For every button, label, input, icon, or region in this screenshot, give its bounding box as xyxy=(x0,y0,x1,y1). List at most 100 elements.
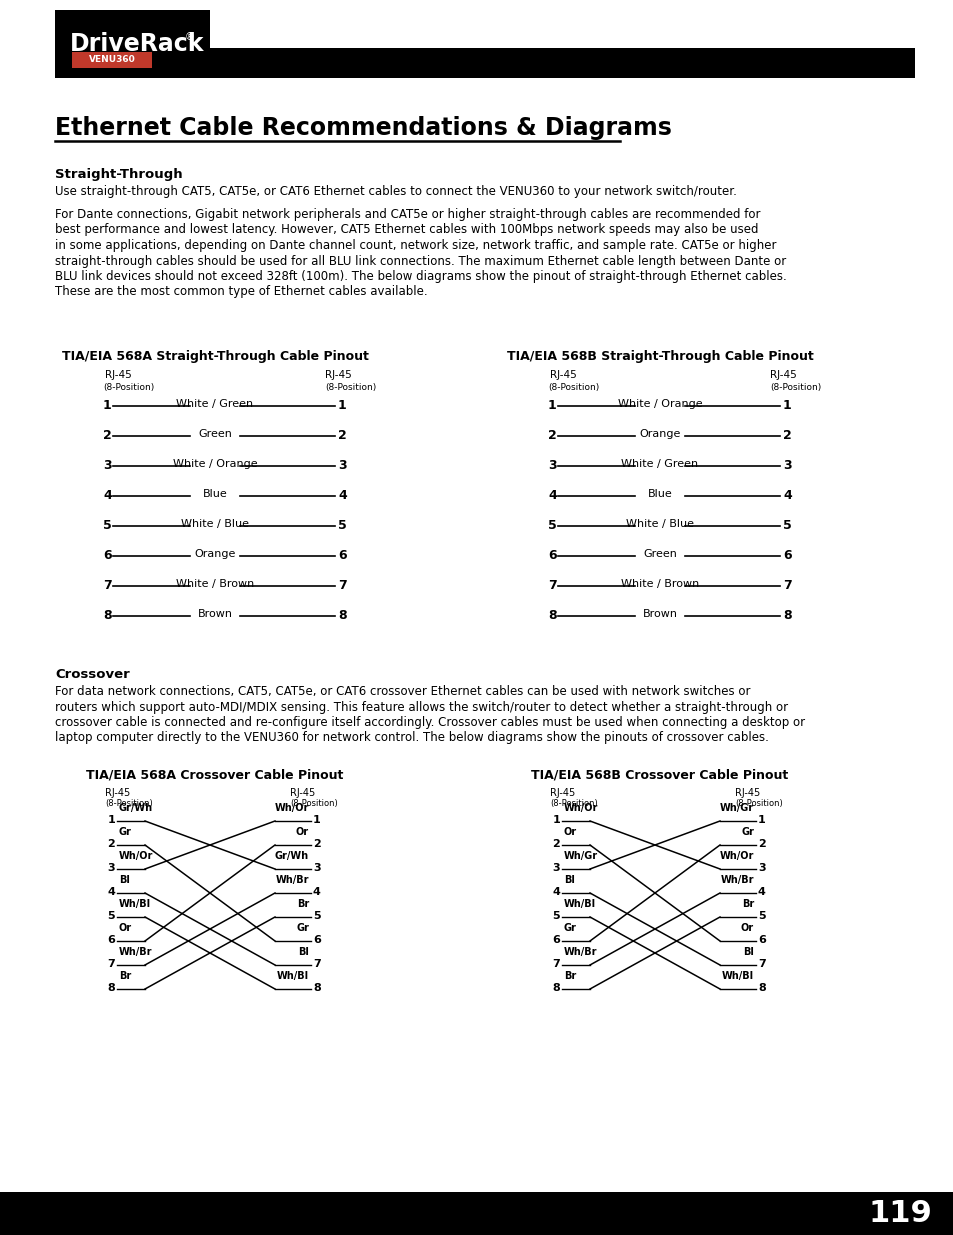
Text: Bl: Bl xyxy=(563,876,575,885)
Text: 8: 8 xyxy=(547,609,556,622)
Text: These are the most common type of Ethernet cables available.: These are the most common type of Ethern… xyxy=(55,285,427,299)
Text: White / Green: White / Green xyxy=(176,399,253,409)
Text: 1: 1 xyxy=(337,399,346,412)
Text: Br: Br xyxy=(119,971,132,981)
Text: (8-Position): (8-Position) xyxy=(734,799,781,808)
Text: TIA/EIA 568B Crossover Cable Pinout: TIA/EIA 568B Crossover Cable Pinout xyxy=(531,768,788,781)
Text: Ethernet Cable Recommendations & Diagrams: Ethernet Cable Recommendations & Diagram… xyxy=(55,116,671,140)
Text: RJ-45: RJ-45 xyxy=(325,370,352,380)
Text: (8-Position): (8-Position) xyxy=(290,799,337,808)
Text: 1: 1 xyxy=(547,399,557,412)
Text: 3: 3 xyxy=(337,459,346,472)
Text: Wh/Or: Wh/Or xyxy=(274,803,309,813)
Text: Bl: Bl xyxy=(742,947,753,957)
Text: Wh/Bl: Wh/Bl xyxy=(721,971,753,981)
Text: Green: Green xyxy=(198,429,232,438)
Text: 8: 8 xyxy=(552,983,559,993)
Text: 7: 7 xyxy=(103,579,112,592)
Text: TIA/EIA 568A Straight-Through Cable Pinout: TIA/EIA 568A Straight-Through Cable Pino… xyxy=(62,350,368,363)
Text: 6: 6 xyxy=(313,935,320,945)
Bar xyxy=(71,52,152,68)
Text: 4: 4 xyxy=(758,887,765,897)
Text: 8: 8 xyxy=(313,983,320,993)
Text: 6: 6 xyxy=(103,550,112,562)
Text: Wh/Or: Wh/Or xyxy=(719,851,753,861)
Bar xyxy=(55,48,914,78)
Text: White / Orange: White / Orange xyxy=(617,399,701,409)
Text: Wh/Or: Wh/Or xyxy=(119,851,153,861)
Text: Gr/Wh: Gr/Wh xyxy=(274,851,309,861)
Text: BLU link devices should not exceed 328ft (100m). The below diagrams show the pin: BLU link devices should not exceed 328ft… xyxy=(55,270,786,283)
Text: White / Brown: White / Brown xyxy=(620,579,699,589)
Bar xyxy=(0,1192,953,1235)
Text: 4: 4 xyxy=(547,489,557,501)
Text: Or: Or xyxy=(563,827,577,837)
Text: (8-Position): (8-Position) xyxy=(769,383,821,391)
Text: 1: 1 xyxy=(103,399,112,412)
Text: 6: 6 xyxy=(782,550,791,562)
Text: 7: 7 xyxy=(107,960,115,969)
Text: Use straight-through CAT5, CAT5e, or CAT6 Ethernet cables to connect the VENU360: Use straight-through CAT5, CAT5e, or CAT… xyxy=(55,185,736,198)
Text: 5: 5 xyxy=(103,519,112,532)
Text: Wh/Br: Wh/Br xyxy=(563,947,597,957)
Text: RJ-45: RJ-45 xyxy=(734,788,760,798)
Text: White / Brown: White / Brown xyxy=(175,579,253,589)
Text: Wh/Br: Wh/Br xyxy=(275,876,309,885)
Text: 4: 4 xyxy=(103,489,112,501)
Text: White / Orange: White / Orange xyxy=(172,459,257,469)
Text: 3: 3 xyxy=(313,863,320,873)
Text: 3: 3 xyxy=(782,459,791,472)
Text: 3: 3 xyxy=(758,863,765,873)
Text: (8-Position): (8-Position) xyxy=(547,383,598,391)
Text: 7: 7 xyxy=(782,579,791,592)
Text: Bl: Bl xyxy=(119,876,130,885)
Text: (8-Position): (8-Position) xyxy=(325,383,375,391)
Text: Orange: Orange xyxy=(194,550,235,559)
Text: White / Blue: White / Blue xyxy=(181,519,249,529)
Text: Wh/Br: Wh/Br xyxy=(119,947,152,957)
Text: 7: 7 xyxy=(758,960,765,969)
Text: Or: Or xyxy=(295,827,309,837)
Text: 6: 6 xyxy=(758,935,765,945)
Text: 2: 2 xyxy=(107,839,115,848)
Text: Blue: Blue xyxy=(202,489,227,499)
Text: Gr: Gr xyxy=(563,923,577,932)
Text: 4: 4 xyxy=(552,887,559,897)
Text: crossover cable is connected and re-configure itself accordingly. Crossover cabl: crossover cable is connected and re-conf… xyxy=(55,716,804,729)
Text: Gr: Gr xyxy=(295,923,309,932)
Text: TIA/EIA 568A Crossover Cable Pinout: TIA/EIA 568A Crossover Cable Pinout xyxy=(86,768,343,781)
Text: routers which support auto-MDI/MDIX sensing. This feature allows the switch/rout: routers which support auto-MDI/MDIX sens… xyxy=(55,700,787,714)
Text: 2: 2 xyxy=(547,429,557,442)
Text: 5: 5 xyxy=(782,519,791,532)
Text: Gr: Gr xyxy=(740,827,753,837)
Text: Or: Or xyxy=(119,923,132,932)
Text: RJ-45: RJ-45 xyxy=(105,370,132,380)
Text: RJ-45: RJ-45 xyxy=(550,788,575,798)
Text: Green: Green xyxy=(642,550,677,559)
Text: 3: 3 xyxy=(103,459,112,472)
Text: 6: 6 xyxy=(552,935,559,945)
Text: White / Blue: White / Blue xyxy=(625,519,693,529)
Text: 3: 3 xyxy=(552,863,559,873)
Text: 8: 8 xyxy=(107,983,115,993)
Text: Bl: Bl xyxy=(297,947,309,957)
Text: 3: 3 xyxy=(108,863,115,873)
Text: Wh/Gr: Wh/Gr xyxy=(563,851,598,861)
Text: 5: 5 xyxy=(313,911,320,921)
Text: Or: Or xyxy=(740,923,753,932)
Text: 2: 2 xyxy=(758,839,765,848)
Text: Wh/Bl: Wh/Bl xyxy=(276,971,309,981)
Text: 4: 4 xyxy=(313,887,320,897)
Text: 5: 5 xyxy=(108,911,115,921)
Text: straight-through cables should be used for all BLU link connections. The maximum: straight-through cables should be used f… xyxy=(55,254,785,268)
Text: Gr: Gr xyxy=(119,827,132,837)
Text: 2: 2 xyxy=(782,429,791,442)
Text: Brown: Brown xyxy=(641,609,677,619)
Text: 6: 6 xyxy=(547,550,556,562)
Text: RJ-45: RJ-45 xyxy=(290,788,314,798)
Text: laptop computer directly to the VENU360 for network control. The below diagrams : laptop computer directly to the VENU360 … xyxy=(55,731,768,745)
Text: 1: 1 xyxy=(313,815,320,825)
Text: Wh/Bl: Wh/Bl xyxy=(563,899,596,909)
Text: Brown: Brown xyxy=(197,609,233,619)
Text: in some applications, depending on Dante channel count, network size, network tr: in some applications, depending on Dante… xyxy=(55,240,776,252)
